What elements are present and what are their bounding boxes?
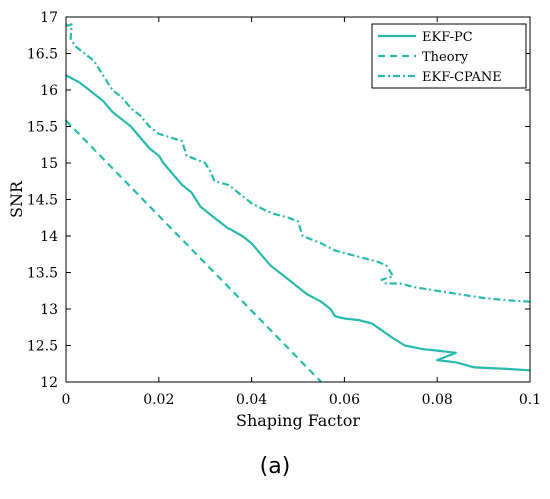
y-tick-label: 12: [40, 375, 58, 391]
legend-box: [371, 23, 527, 89]
x-tick-label: 0.02: [143, 392, 174, 408]
y-tick-label: 13.5: [27, 266, 58, 282]
y-tick-label: 16.5: [27, 47, 58, 63]
y-tick-label: 12.5: [27, 339, 58, 355]
x-axis-label: Shaping Factor: [236, 411, 360, 430]
y-tick-label: 15.5: [27, 120, 58, 136]
x-tick-label: 0.04: [236, 392, 267, 408]
y-tick-label: 14: [40, 229, 58, 245]
y-tick-label: 14.5: [27, 193, 58, 209]
series-line-ekf-cpane: [65, 23, 531, 303]
figure-caption: (a): [259, 454, 291, 479]
y-tick-label: 15: [40, 156, 58, 172]
snr-line-chart: 0 0.02 0.04 0.06 0.08 0.1 12 12.5 13 13.5 14 14.5 15…: [7, 10, 541, 430]
x-tick-label: 0: [62, 392, 71, 408]
plot-lines: [65, 23, 531, 383]
legend-label: Theory: [422, 50, 469, 65]
series-line-theory: [65, 119, 322, 383]
series-line-ekf-pc: [65, 74, 531, 372]
y-tick-label: 16: [40, 83, 58, 99]
axis-ticks: 0 0.02 0.04 0.06 0.08 0.1 12 12.5 13 13.5 14 14.5 15…: [27, 10, 541, 408]
x-tick-label: 0.06: [329, 392, 360, 408]
x-tick-label: 0.1: [519, 392, 541, 408]
legend: EKF-PC Theory EKF-CPANE: [371, 23, 527, 89]
legend-label: EKF-PC: [422, 30, 473, 45]
legend-label: EKF-CPANE: [422, 70, 502, 85]
y-tick-label: 17: [40, 10, 58, 26]
y-tick-label: 13: [40, 302, 58, 318]
y-axis-label: SNR: [7, 180, 26, 218]
x-tick-label: 0.08: [422, 392, 453, 408]
